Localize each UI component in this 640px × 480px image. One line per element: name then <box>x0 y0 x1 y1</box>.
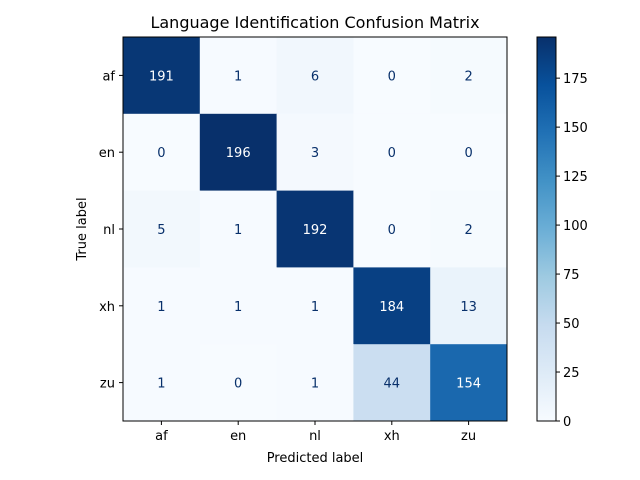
cell-value-label: 3 <box>311 146 319 161</box>
heatmap-cell <box>353 344 431 422</box>
heatmap-cell <box>430 190 508 268</box>
cell-value-label: 1 <box>234 69 242 84</box>
x-tick-label: xh <box>384 429 400 444</box>
cell-value-label: 196 <box>226 146 251 161</box>
colorbar <box>536 36 557 422</box>
colorbar-tick-label: 150 <box>563 121 588 136</box>
cell-value-label: 1 <box>311 300 319 315</box>
y-axis-title: True label <box>75 197 90 261</box>
cell-value-label: 0 <box>388 223 396 238</box>
heatmap-cell <box>276 344 354 422</box>
cell-value-label: 0 <box>388 146 396 161</box>
heatmap-cell <box>276 37 354 115</box>
heatmap-cell <box>123 37 201 115</box>
cell-value-label: 13 <box>460 300 477 315</box>
y-tick-label: xh <box>99 300 115 315</box>
y-axis-ticks: af en nl xh zu <box>99 69 123 392</box>
cell-value-label: 44 <box>384 377 401 392</box>
heatmap-cell <box>199 37 278 115</box>
x-tick-label: af <box>155 429 168 444</box>
y-tick-label: zu <box>100 377 115 392</box>
y-tick-label: en <box>99 146 115 161</box>
cell-value-label: 0 <box>388 69 396 84</box>
heatmap-cell <box>199 113 278 192</box>
x-tick-label: zu <box>461 429 476 444</box>
x-tick-label: en <box>230 429 246 444</box>
colorbar-tick-label: 125 <box>563 170 588 185</box>
heatmap-cell <box>430 37 508 115</box>
heatmap-cell <box>353 37 431 115</box>
heatmap-cell <box>123 267 201 345</box>
heatmap-cell <box>430 344 508 422</box>
cell-value-label: 191 <box>149 69 174 84</box>
chart-title: Language Identification Confusion Matrix <box>150 13 479 32</box>
cell-value-label: 0 <box>234 377 242 392</box>
heatmap-cells <box>123 37 508 422</box>
heatmap-cell <box>353 190 431 268</box>
colorbar-tick-label: 175 <box>563 72 588 87</box>
cell-value-label: 1 <box>157 300 165 315</box>
cell-value-label: 2 <box>464 223 472 238</box>
y-tick-label: nl <box>103 223 115 238</box>
x-tick-label: nl <box>309 429 321 444</box>
cell-value-label: 2 <box>464 69 472 84</box>
heatmap-cell <box>353 267 431 345</box>
cell-value-label: 0 <box>464 146 472 161</box>
cell-value-label: 1 <box>234 300 242 315</box>
heatmap-cell <box>353 113 431 192</box>
colorbar-tick-label: 50 <box>563 317 580 332</box>
cell-value-label: 1 <box>157 377 165 392</box>
heatmap-cell <box>123 190 201 268</box>
heatmap-cell <box>276 190 354 268</box>
cell-value-label: 5 <box>157 223 165 238</box>
y-tick-label: af <box>102 69 115 84</box>
heatmap-cell-labels: 191 1 6 0 2 0 196 3 0 0 5 1 192 0 2 1 1 1 184 13 1 0 1 44 154 <box>149 69 481 391</box>
colorbar-tick-label: 100 <box>563 219 588 234</box>
cell-value-label: 154 <box>456 377 481 392</box>
cell-value-label: 192 <box>303 223 328 238</box>
heatmap-cell <box>430 267 508 345</box>
heatmap-cell <box>430 113 508 192</box>
heatmap-cell <box>123 344 201 422</box>
heatmap-cell <box>276 267 354 345</box>
colorbar-tick-label: 0 <box>563 415 571 430</box>
x-axis-title: Predicted label <box>267 451 364 466</box>
cell-value-label: 0 <box>157 146 165 161</box>
colorbar-tick-label: 75 <box>563 268 580 283</box>
colorbar-ticks: 0 25 50 75 100 125 150 175 <box>556 72 588 430</box>
heatmap-cell <box>199 344 278 422</box>
heatmap-cell <box>276 113 354 192</box>
x-axis-ticks: af en nl xh zu <box>155 421 476 444</box>
cell-value-label: 1 <box>234 223 242 238</box>
heatmap-cell <box>199 267 278 345</box>
heatmap-cell <box>123 113 201 192</box>
cell-value-label: 6 <box>311 69 319 84</box>
cell-value-label: 1 <box>311 377 319 392</box>
colorbar-tick-label: 25 <box>563 366 580 381</box>
heatmap-cell <box>199 190 278 268</box>
cell-value-label: 184 <box>379 300 404 315</box>
